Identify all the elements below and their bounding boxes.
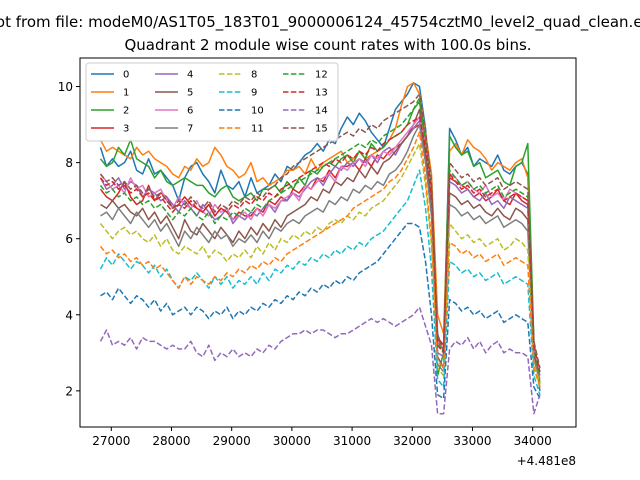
- axes-frame: [79, 57, 577, 428]
- legend-label-0: 0: [123, 70, 129, 81]
- x-tick-label: 29000: [213, 434, 251, 448]
- legend-label-3: 3: [123, 124, 129, 135]
- series-line-14: [99, 306, 541, 415]
- legend-label-8: 8: [251, 70, 257, 81]
- series-line-6: [99, 116, 541, 372]
- x-tick-label: 32000: [393, 434, 431, 448]
- series-line-8: [99, 142, 541, 384]
- legend-label-11: 11: [251, 124, 264, 135]
- series-line-0: [99, 81, 541, 391]
- y-tick-label: 4: [65, 308, 73, 322]
- series-line-10: [100, 222, 541, 400]
- series-line-3: [99, 123, 541, 369]
- series-line-15: [99, 93, 541, 369]
- x-axis: 27000 28000 29000 30000 31000 32000 33000 34000: [92, 427, 552, 448]
- legend-label-13: 13: [315, 88, 328, 99]
- x-tick-label: 33000: [453, 434, 491, 448]
- legend-box: [85, 62, 339, 142]
- y-tick-label: 10: [58, 80, 73, 94]
- legend-label-2: 2: [123, 106, 129, 117]
- series-line-2: [99, 100, 541, 384]
- plot-area: [99, 81, 541, 415]
- y-tick-label: 8: [65, 156, 73, 170]
- chart-title: Quadrant 2 module wise count rates with …: [124, 36, 531, 54]
- legend-label-14: 14: [315, 106, 328, 117]
- legend-label-5: 5: [187, 88, 193, 99]
- series-line-12: [99, 97, 541, 376]
- series-line-9: [99, 169, 541, 395]
- legend-label-1: 1: [123, 88, 129, 99]
- legend-label-12: 12: [315, 70, 328, 81]
- series-line-11: [99, 131, 541, 388]
- figure-suptitle: Plot from file: modeM0/AS1T05_183T01_900…: [0, 13, 640, 32]
- legend-label-15: 15: [315, 124, 328, 135]
- legend-label-9: 9: [251, 88, 257, 99]
- y-tick-label: 6: [65, 232, 73, 246]
- legend-label-6: 6: [187, 106, 193, 117]
- legend-label-4: 4: [187, 70, 193, 81]
- legend-label-7: 7: [187, 124, 193, 135]
- series-line-7: [100, 123, 541, 380]
- series-line-5: [100, 108, 541, 373]
- x-tick-label: 34000: [514, 434, 552, 448]
- series-line-4: [99, 120, 541, 376]
- y-tick-label: 2: [65, 384, 73, 398]
- legend-label-10: 10: [251, 106, 264, 117]
- x-tick-label: 30000: [273, 434, 311, 448]
- x-tick-label: 31000: [333, 434, 371, 448]
- x-axis-offset-label: +4.481e8: [517, 454, 576, 468]
- y-axis: 2 4 6 8 10: [58, 80, 80, 398]
- series-line-13: [99, 116, 541, 372]
- x-tick-label: 27000: [92, 434, 130, 448]
- x-tick-label: 28000: [152, 434, 190, 448]
- series-line-1: [99, 81, 541, 388]
